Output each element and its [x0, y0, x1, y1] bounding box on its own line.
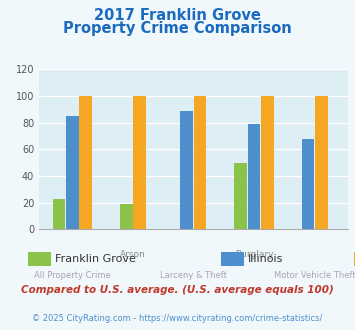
Text: Arson: Arson [120, 250, 146, 259]
Bar [180, 111, 193, 229]
Text: Franklin Grove: Franklin Grove [55, 254, 136, 264]
Bar [53, 199, 65, 229]
Text: Illinois: Illinois [247, 254, 283, 264]
Bar [261, 96, 274, 229]
Bar [194, 96, 207, 229]
Text: All Property Crime: All Property Crime [34, 271, 111, 280]
Bar [302, 139, 314, 229]
Bar [315, 96, 328, 229]
Bar [120, 204, 132, 229]
Text: Larceny & Theft: Larceny & Theft [160, 271, 227, 280]
Text: Motor Vehicle Theft: Motor Vehicle Theft [274, 271, 355, 280]
Bar [248, 124, 260, 229]
Bar [234, 163, 247, 229]
Text: © 2025 CityRating.com - https://www.cityrating.com/crime-statistics/: © 2025 CityRating.com - https://www.city… [32, 314, 323, 323]
Text: Compared to U.S. average. (U.S. average equals 100): Compared to U.S. average. (U.S. average … [21, 285, 334, 295]
Text: Property Crime Comparison: Property Crime Comparison [63, 21, 292, 36]
Bar [66, 116, 79, 229]
Text: 2017 Franklin Grove: 2017 Franklin Grove [94, 8, 261, 23]
Bar [80, 96, 92, 229]
Bar [133, 96, 146, 229]
Text: Burglary: Burglary [235, 250, 273, 259]
